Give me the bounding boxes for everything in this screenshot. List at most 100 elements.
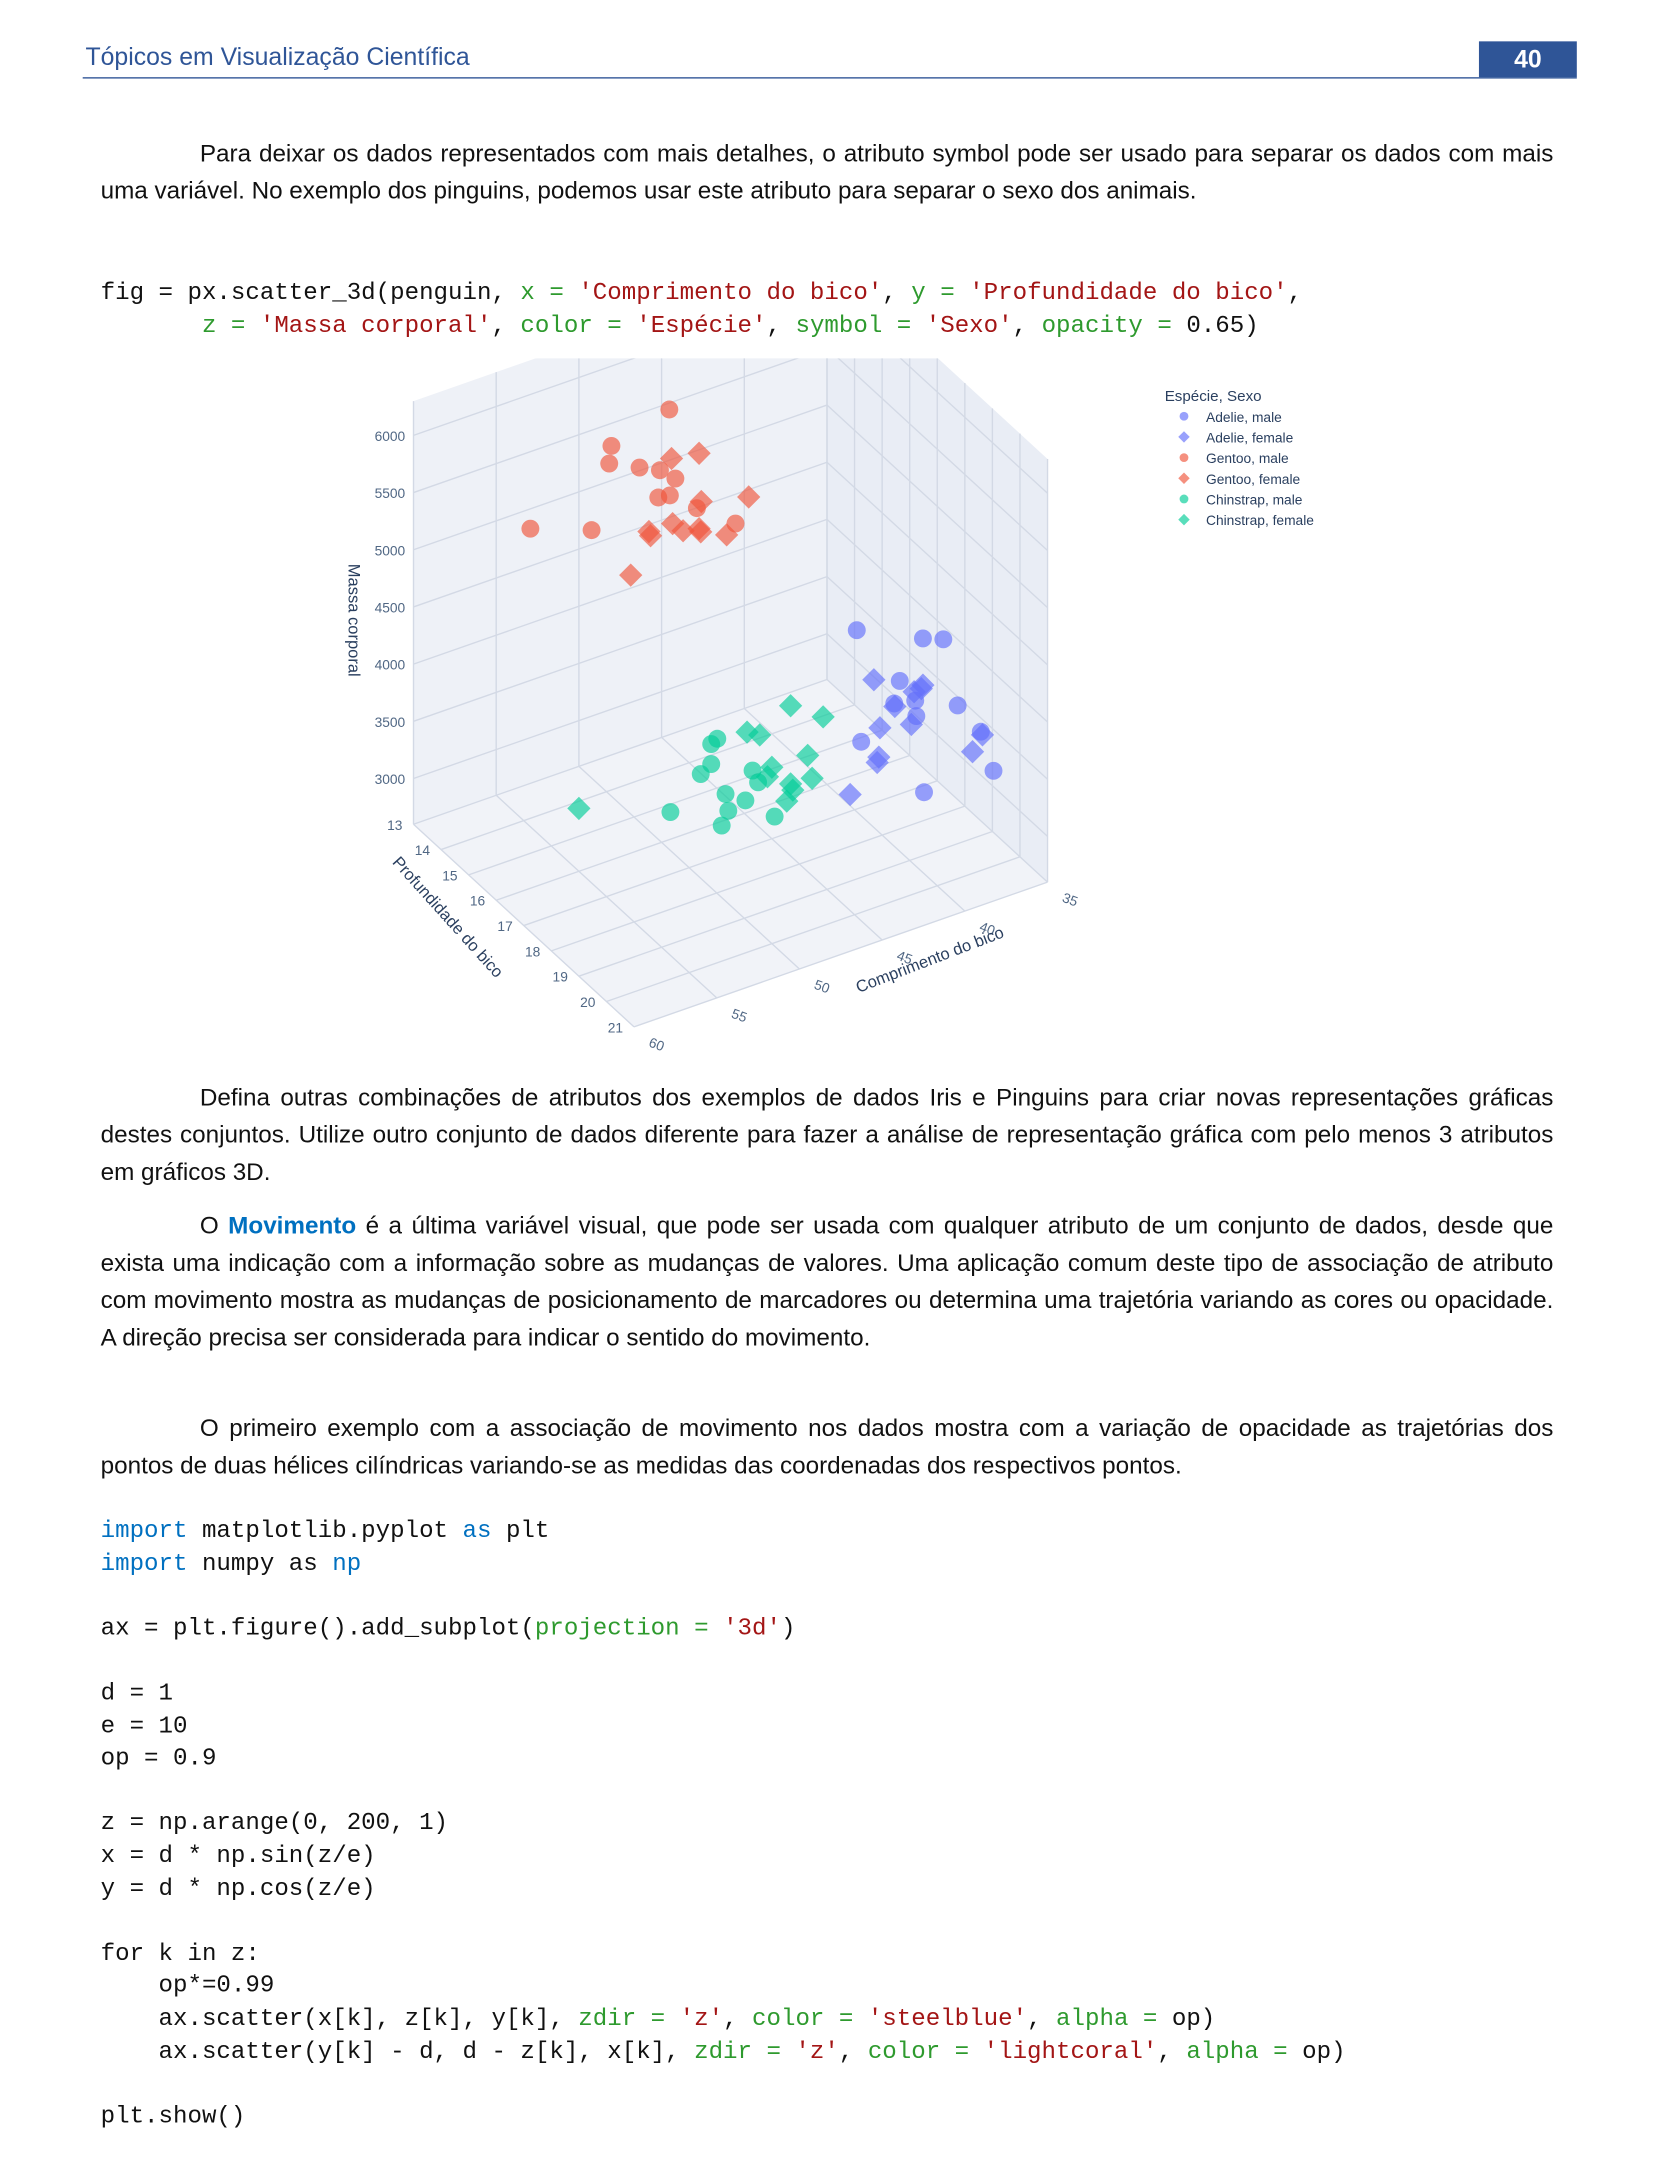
code-line: z = 'Massa corporal', color = 'Espécie',… xyxy=(101,311,1303,344)
grid-line xyxy=(413,575,828,722)
data-point xyxy=(913,629,932,648)
code-line: import numpy as np xyxy=(101,1549,1346,1582)
data-point xyxy=(862,668,886,692)
data-point xyxy=(736,791,755,810)
code-token: for k in z: xyxy=(100,1940,260,1968)
grid-line xyxy=(826,633,1048,837)
y-tick-label: 18 xyxy=(525,944,541,959)
code-line: z = np.arange(0, 200, 1) xyxy=(101,1809,1346,1842)
grid-line xyxy=(606,856,1021,1003)
code-token: ax.scatter(x[k], z[k], y[k], xyxy=(100,2005,579,2033)
code-line: ax.scatter(y[k] - d, d - z[k], x[k], zdi… xyxy=(101,2036,1346,2069)
code-token: plt.show() xyxy=(100,2102,246,2131)
grid-line xyxy=(413,358,800,494)
y-tick-label: 17 xyxy=(497,919,512,934)
y-tick-label: 16 xyxy=(470,894,486,909)
code-token: import xyxy=(100,1517,188,1546)
code-line: ax = plt.figure().add_subplot(projection… xyxy=(101,1614,1346,1647)
grid-line xyxy=(837,358,1048,551)
grid-line xyxy=(413,633,828,780)
code-token: color = xyxy=(752,2005,868,2033)
code-token: 'z' xyxy=(795,2037,839,2066)
code-token: matplotlib.pyplot xyxy=(187,1517,463,1546)
data-point xyxy=(970,723,995,747)
code-token: 'Profundidade do bico' xyxy=(969,279,1288,308)
data-point xyxy=(650,461,669,480)
code-token: 'Espécie' xyxy=(636,312,767,340)
data-point xyxy=(602,436,621,455)
x-tick-label: 60 xyxy=(647,1035,667,1054)
code-token: fig = px.scatter_3d(penguin, xyxy=(100,279,521,308)
grid-line xyxy=(413,404,828,551)
data-point xyxy=(883,694,907,719)
grid-line xyxy=(826,576,1048,780)
code-token: x = d * np.sin(z/e) xyxy=(100,1842,376,1871)
grid-line xyxy=(578,830,993,977)
code-token xyxy=(101,312,202,340)
data-point xyxy=(716,785,735,803)
code-token: op) xyxy=(1171,2005,1216,2033)
code-token: d = 1 xyxy=(100,1680,174,1708)
data-point xyxy=(689,520,713,544)
data-point xyxy=(702,735,721,754)
code-token: alpha = xyxy=(1056,2005,1172,2033)
data-point xyxy=(902,680,926,704)
code-token: , xyxy=(1012,312,1042,340)
code-line: x = d * np.sin(z/e) xyxy=(101,1841,1346,1874)
z-tick-label: 5000 xyxy=(375,543,406,558)
code-token: '3d' xyxy=(723,1615,781,1643)
legend-label: Chinstrap, female xyxy=(1206,513,1314,528)
z-tick-label: 6000 xyxy=(375,429,406,444)
data-point xyxy=(899,712,924,737)
code-token: color = xyxy=(520,312,637,340)
data-point xyxy=(1178,431,1190,443)
z-axis-title: Massa corporal xyxy=(345,564,364,677)
text: é a última variável visual, que pode ser… xyxy=(100,1211,1554,1351)
code-line: y = d * np.cos(z/e) xyxy=(101,1874,1346,1907)
code-token: symbol = xyxy=(795,312,926,340)
data-point xyxy=(867,745,891,769)
code-line: fig = px.scatter_3d(penguin, x = 'Compri… xyxy=(101,278,1303,311)
data-point xyxy=(600,454,619,473)
data-point xyxy=(811,705,835,729)
code-token: ) xyxy=(780,1615,796,1643)
highlight: Movimento xyxy=(228,1211,357,1240)
code-token: 'Massa corporal' xyxy=(259,312,492,340)
grid-line xyxy=(899,358,1048,494)
legend-title: Espécie, Sexo xyxy=(1165,388,1262,405)
grid-line xyxy=(633,881,1048,1028)
legend-label: Chinstrap, male xyxy=(1206,492,1303,507)
code-token: as xyxy=(462,1517,492,1546)
data-point xyxy=(649,488,668,507)
grid-line xyxy=(413,358,636,437)
code-token: plt xyxy=(491,1517,550,1546)
header-rule xyxy=(82,77,1577,79)
legend-label: Gentoo, female xyxy=(1206,472,1300,487)
data-point xyxy=(852,732,871,751)
code-token: 'steelblue' xyxy=(867,2005,1028,2033)
x-tick-label: 45 xyxy=(895,948,915,967)
code-token: , xyxy=(838,2037,868,2066)
data-point xyxy=(1178,472,1190,485)
data-point xyxy=(778,772,803,796)
data-point xyxy=(765,807,784,826)
code-token: zdir = xyxy=(694,2037,796,2066)
code-line xyxy=(101,2069,1346,2102)
code-token: np xyxy=(332,1550,362,1578)
code-token: 'Comprimento do bico' xyxy=(578,279,883,308)
z-tick-label: 4000 xyxy=(375,658,406,673)
paragraph: Defina outras combinações de atributos d… xyxy=(100,1083,1554,1186)
legend-label: Gentoo, male xyxy=(1206,451,1289,466)
code-token: opacity = xyxy=(1041,312,1187,340)
code-token: ax = plt.figure().add_subplot( xyxy=(100,1615,535,1643)
x-tick-label: 50 xyxy=(812,977,832,996)
data-point xyxy=(689,489,713,514)
code-line xyxy=(101,1581,1346,1614)
code-token: z = xyxy=(201,312,260,340)
paragraph: O Movimento é a última variável visual, … xyxy=(101,1207,1554,1356)
data-point xyxy=(619,563,643,587)
grid-line xyxy=(413,518,828,665)
x-tick-label: 35 xyxy=(1060,890,1080,909)
code-token: , xyxy=(1157,2037,1187,2066)
